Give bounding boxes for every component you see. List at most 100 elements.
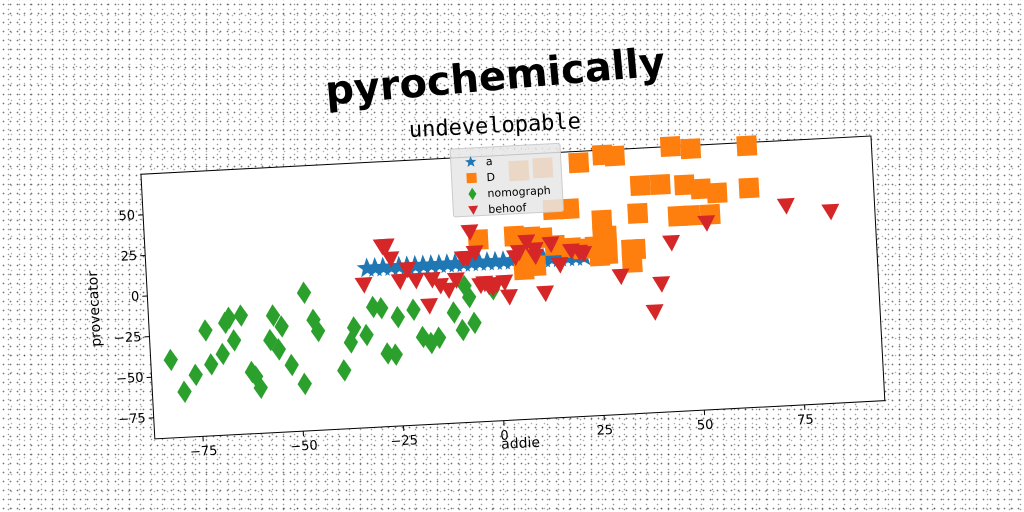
data-point-diamond [455,318,471,342]
data-point-square [597,243,619,265]
data-point-diamond [337,359,352,382]
data-point-square [673,174,695,196]
data-point-triangle_down [550,256,569,274]
data-point-diamond [221,306,237,330]
data-point-triangle_down [422,271,441,289]
data-point-triangle_down [535,285,554,303]
data-point-diamond [467,311,482,335]
plot-markers [163,135,840,404]
data-point-triangle_down [495,274,514,292]
x-tick-label: −25 [390,433,418,449]
x-tick-label: −75 [190,444,218,460]
data-point-diamond [296,281,312,304]
data-point-diamond [343,331,359,354]
y-tick-label: −50 [116,371,144,387]
x-tick-label: 25 [596,423,613,439]
data-point-diamond [424,331,439,355]
data-point-triangle_down [420,298,438,315]
y-tick-label: −75 [118,411,146,427]
axis-ticks: −75 −50 −25 0 25 50 75 −75 −50 −25 0 25 50 [114,208,814,460]
data-point-diamond [461,285,477,309]
data-point-square [690,178,712,200]
data-point-diamond [406,298,421,322]
data-point-square [568,152,590,174]
data-point-triangle_down [376,238,395,256]
data-point-square [679,204,701,227]
data-point-square [659,136,681,158]
data-point-triangle_down [697,215,716,232]
data-point-triangle_down [398,261,416,279]
data-point-diamond [177,380,192,404]
data-point-diamond [365,295,381,319]
data-point-triangle_down [406,272,425,290]
data-point-diamond [198,319,213,342]
data-point-diamond [446,301,462,324]
data-point-diamond [253,376,268,400]
legend-label: a [485,155,492,168]
data-point-square [680,138,702,160]
data-point-triangle_down [460,224,479,241]
data-point-triangle_down [517,234,536,251]
data-point-triangle_down [354,277,373,294]
data-point-square [558,198,580,220]
x-tick-label: 75 [797,412,814,428]
data-point-diamond [284,353,299,377]
y-axis-label: provecator [85,270,105,347]
data-point-diamond [346,316,362,339]
data-point-triangle_down [821,203,840,221]
data-point-square [525,255,547,277]
legend-label: D [486,171,495,184]
data-point-diamond [226,329,242,352]
chart-title: undevelopable [408,109,581,143]
x-tick-label: 50 [696,418,713,434]
legend-label: nomograph [487,184,551,200]
data-point-square [627,202,649,224]
data-point-diamond [310,319,326,343]
data-point-square [629,175,651,197]
data-point-triangle_down [662,234,681,252]
data-point-triangle_down [611,268,630,286]
data-point-square [503,225,525,247]
data-point-diamond [215,342,230,366]
legend-marker-square [466,172,477,184]
data-point-diamond [274,315,289,338]
data-point-diamond [380,342,395,365]
data-point-triangle_down [465,245,484,262]
data-point-diamond [388,343,403,366]
y-tick-label: 25 [120,249,137,265]
data-point-diamond [233,304,249,327]
data-point-triangle_down [509,244,528,262]
data-point-square [604,145,626,167]
y-tick-label: −25 [114,330,142,346]
x-axis-label: addie [501,435,541,453]
data-point-diamond [263,328,278,352]
data-point-triangle_down [381,251,400,268]
data-point-diamond [374,296,389,320]
x-tick-label: 0 [500,428,509,443]
legend-label: behoof [488,201,528,216]
data-point-triangle_down [499,288,518,306]
data-point-square [736,135,758,157]
data-point-triangle_down [541,236,560,253]
data-point-diamond [359,323,374,347]
data-point-diamond [271,338,287,361]
data-point-triangle_down [645,304,664,321]
data-point-triangle_down [431,277,450,295]
y-tick-label: 0 [131,289,140,304]
y-tick-label: 50 [118,208,135,224]
legend-marker-star [464,156,477,168]
data-point-diamond [204,353,219,376]
data-point-triangle_down [652,276,671,293]
data-point-diamond [163,348,178,372]
data-point-diamond [431,326,447,349]
chart-suptitle: pyrochemically [323,39,667,115]
data-point-diamond [297,372,312,396]
legend-marker-triangle_down [468,205,479,215]
legend-marker-diamond [468,187,477,201]
x-tick-label: −50 [290,438,318,454]
data-point-triangle_down [390,273,409,291]
data-point-triangle_down [446,272,465,289]
data-point-square [621,251,643,273]
